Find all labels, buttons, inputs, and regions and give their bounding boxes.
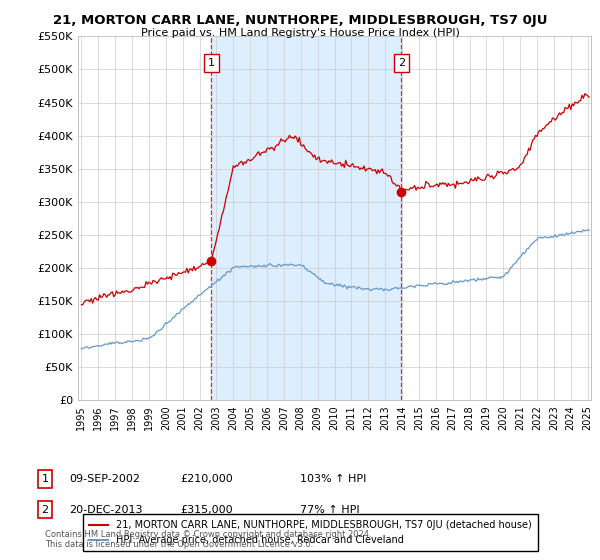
Text: 77% ↑ HPI: 77% ↑ HPI [300,505,359,515]
Text: This data is licensed under the Open Government Licence v3.0.: This data is licensed under the Open Gov… [45,540,313,549]
Text: 20-DEC-2013: 20-DEC-2013 [69,505,143,515]
Text: Contains HM Land Registry data © Crown copyright and database right 2024.: Contains HM Land Registry data © Crown c… [45,530,371,539]
Text: 103% ↑ HPI: 103% ↑ HPI [300,474,367,484]
Text: 1: 1 [208,58,215,68]
Text: 1: 1 [41,474,49,484]
Text: 21, MORTON CARR LANE, NUNTHORPE, MIDDLESBROUGH, TS7 0JU: 21, MORTON CARR LANE, NUNTHORPE, MIDDLES… [53,14,547,27]
Bar [211,36,401,400]
Text: Price paid vs. HM Land Registry's House Price Index (HPI): Price paid vs. HM Land Registry's House … [140,28,460,38]
Legend: 21, MORTON CARR LANE, NUNTHORPE, MIDDLESBROUGH, TS7 0JU (detached house), HPI: A: 21, MORTON CARR LANE, NUNTHORPE, MIDDLES… [83,515,538,551]
Text: £315,000: £315,000 [180,505,233,515]
Text: £210,000: £210,000 [180,474,233,484]
Text: 09-SEP-2002: 09-SEP-2002 [69,474,140,484]
Text: 2: 2 [41,505,49,515]
Text: 2: 2 [398,58,405,68]
